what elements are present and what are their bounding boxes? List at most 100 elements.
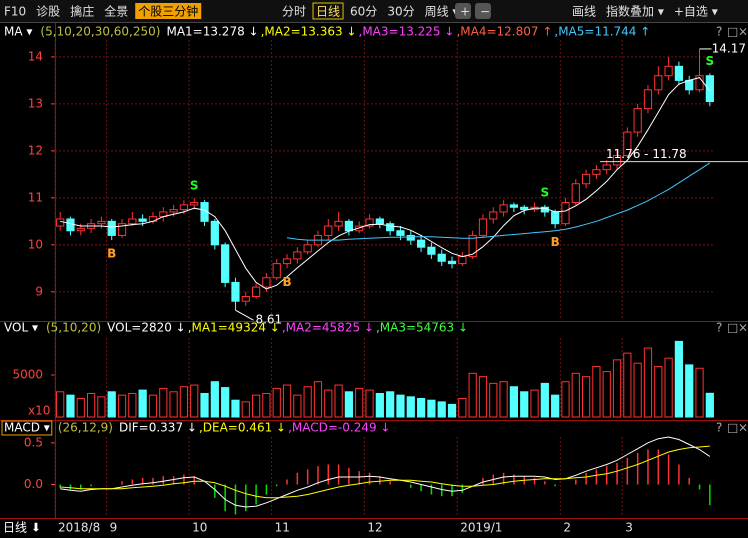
volume-bar xyxy=(592,366,601,418)
x-tick-label: 3 xyxy=(625,521,633,535)
tools-button[interactable]: 全景 xyxy=(104,4,128,19)
y-tick-label: 12 xyxy=(28,143,43,157)
candle-body xyxy=(334,220,343,227)
candle-body xyxy=(324,225,333,236)
candle-body xyxy=(643,89,653,110)
zoom-button-bg[interactable] xyxy=(475,3,491,19)
candle-body xyxy=(427,246,436,255)
actions-button[interactable]: +自选 ▾ xyxy=(674,5,718,19)
volume-bar xyxy=(571,372,580,418)
candle-body xyxy=(344,220,354,232)
volume-bar xyxy=(633,362,642,418)
high-label: 14.17 xyxy=(712,41,746,55)
panel-control[interactable]: □ xyxy=(727,421,738,435)
tools-button[interactable]: 个股三分钟 xyxy=(138,4,198,19)
volume-bar xyxy=(86,392,96,418)
volume-bar xyxy=(210,381,219,418)
panel-control[interactable]: ? xyxy=(716,421,722,435)
candle-body xyxy=(489,211,498,220)
candle-body xyxy=(551,211,560,225)
y-tick-label: 5000 xyxy=(12,367,43,381)
candle-body xyxy=(612,155,622,166)
actions-button[interactable]: 指数叠加 ▾ xyxy=(606,4,664,19)
volume-bar xyxy=(375,392,384,418)
volume-bar xyxy=(561,381,570,418)
volume-bar xyxy=(396,394,405,418)
volume-bar xyxy=(478,376,488,418)
volume-bar xyxy=(427,399,436,418)
volume-bar xyxy=(581,376,591,418)
candle-body xyxy=(396,230,405,236)
candle-body xyxy=(386,223,395,232)
low-label: 8.61 xyxy=(255,313,282,327)
tools-button[interactable]: F10 xyxy=(4,5,26,19)
legend-item: ,MA1=49324 ↓ xyxy=(188,321,280,335)
volume-bar xyxy=(231,399,240,418)
axis-unit: x10 xyxy=(28,404,50,418)
volume-bar xyxy=(169,391,178,418)
periods-button[interactable]: 60分 xyxy=(350,5,377,19)
volume-bar xyxy=(654,366,663,418)
candle-body xyxy=(654,75,663,91)
x-tick-label: 9 xyxy=(110,521,118,535)
zoom-button[interactable]: + xyxy=(460,5,470,19)
panel-control[interactable]: ? xyxy=(716,321,722,335)
period-label[interactable]: 日线 ⬇ xyxy=(3,521,41,535)
volume-bar xyxy=(272,387,281,418)
zoom-button-bg[interactable] xyxy=(455,3,471,19)
indicator-params: (5,10,20,30,60,250) xyxy=(40,25,160,39)
candle-body xyxy=(241,296,250,302)
indicator-menu[interactable]: MACD ▾ xyxy=(4,421,50,435)
candle-body xyxy=(190,202,199,206)
y-tick-label: 0.0 xyxy=(24,477,43,491)
volume-bar xyxy=(56,391,65,418)
panel-control[interactable]: □ xyxy=(727,321,738,335)
indicator-params: (26,12,9) xyxy=(58,421,113,435)
zoom-button[interactable]: − xyxy=(480,5,490,19)
legend-item: DIF=0.337 ↓ xyxy=(119,421,197,435)
volume-bar xyxy=(416,398,426,418)
indicator-box[interactable] xyxy=(1,420,53,436)
range-label: 11.76 - 11.78 xyxy=(606,147,687,161)
volume-bar xyxy=(551,394,560,418)
candle-body xyxy=(169,209,178,213)
periods-button[interactable]: 30分 xyxy=(387,5,414,19)
periods-button[interactable]: 日线 xyxy=(316,5,340,19)
candle-body xyxy=(210,220,219,246)
panel-control[interactable]: × xyxy=(738,25,748,39)
y-tick-label: 0.5 xyxy=(24,435,43,449)
x-tick-label: 10 xyxy=(192,521,207,535)
panel-control[interactable]: × xyxy=(738,421,748,435)
candle-body xyxy=(231,281,240,302)
panel-control[interactable]: □ xyxy=(727,25,738,39)
candle-body xyxy=(221,244,230,283)
periods-button[interactable]: 周线 ▾ xyxy=(425,5,459,19)
signal: B xyxy=(282,275,291,289)
periods-button-bg[interactable] xyxy=(312,2,344,20)
tools-button-bg[interactable] xyxy=(135,3,202,19)
candle-body xyxy=(272,263,281,279)
volume-bar xyxy=(293,394,302,418)
candle-body xyxy=(499,204,508,213)
candle-body xyxy=(56,218,65,227)
candle-body xyxy=(97,220,106,225)
panel-control[interactable]: × xyxy=(738,321,748,335)
volume-bar xyxy=(148,394,158,418)
candle-body xyxy=(664,65,673,77)
candle-body xyxy=(179,204,189,211)
volume-bar xyxy=(520,391,529,418)
candle-body xyxy=(416,239,426,248)
actions-button[interactable]: 画线 xyxy=(572,5,596,19)
panel-control[interactable]: ? xyxy=(716,25,722,39)
volume-bar xyxy=(241,401,250,418)
candle-body xyxy=(581,173,591,185)
volume-bar xyxy=(468,372,477,418)
indicator-menu[interactable]: VOL ▾ xyxy=(4,321,38,335)
volume-bar xyxy=(251,394,261,418)
tools-button[interactable]: 诊股 xyxy=(36,5,60,19)
periods-button[interactable]: 分时 xyxy=(282,5,306,19)
indicator-menu[interactable]: MA ▾ xyxy=(4,25,32,39)
tools-button[interactable]: 擒庄 xyxy=(70,4,94,19)
